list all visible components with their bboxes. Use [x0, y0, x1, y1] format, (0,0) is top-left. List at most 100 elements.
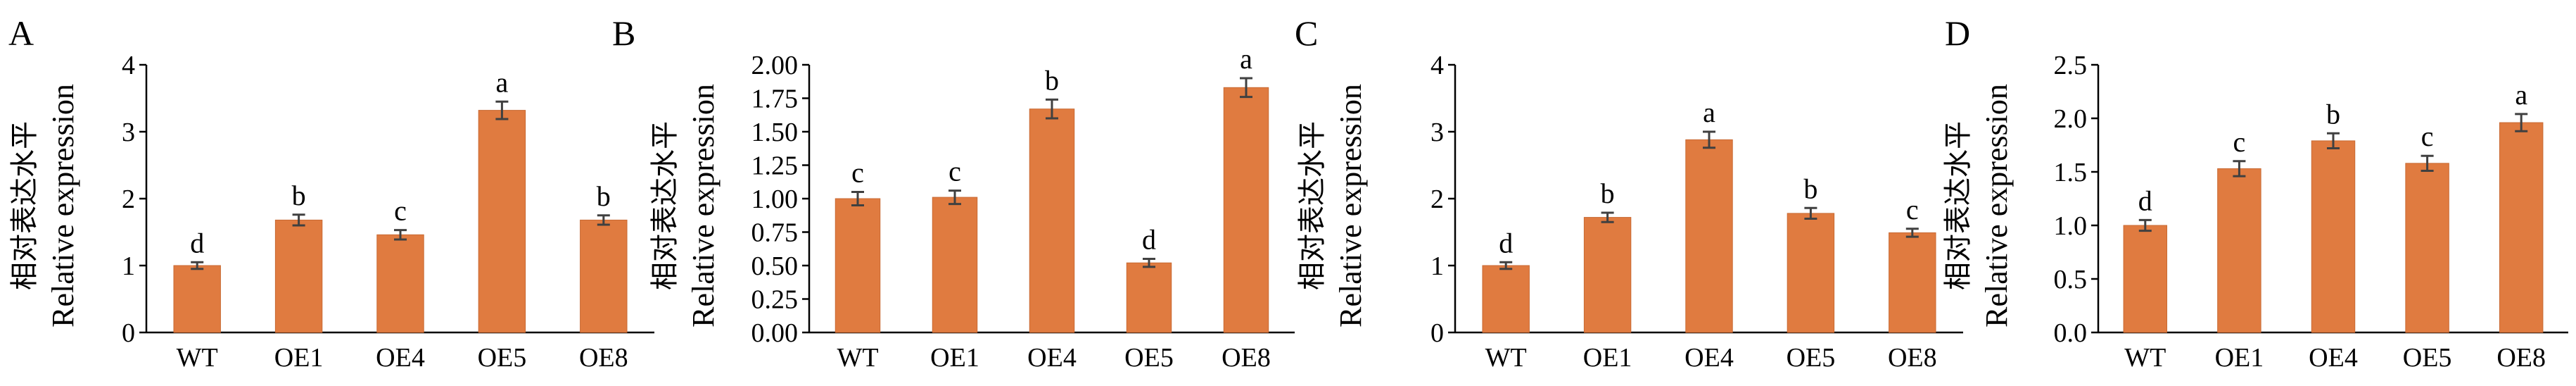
bar-oe4: [376, 234, 424, 333]
significance-label: b: [2326, 98, 2340, 130]
error-bar: [2420, 154, 2434, 172]
error-bar: [1905, 228, 1919, 238]
y-tick-label: 2: [1430, 185, 1444, 214]
bar-oe4: [1685, 139, 1733, 333]
significance-label: c: [851, 157, 864, 189]
y-axis-label: Relative expression: [46, 84, 80, 328]
x-tick-label: OE4: [1684, 343, 1734, 373]
y-axis-label-chinese: 相对表达水平: [8, 121, 41, 290]
error-bar: [2233, 160, 2246, 178]
x-tick-label: WT: [837, 343, 878, 373]
x-tick-label: OE4: [1027, 343, 1077, 373]
bar-oe8: [2499, 122, 2544, 333]
y-axis-label: Relative expression: [1333, 84, 1368, 328]
chart-panel-d: D 相对表达水平 Relative expression 0.0 0.5 1.0 1.5 2.…: [1942, 13, 2568, 373]
y-tick-label: 1: [1430, 251, 1444, 281]
bar-wt: [2123, 225, 2168, 333]
x-tick-label: OE5: [1787, 343, 1836, 373]
error-bar: [1804, 206, 1817, 220]
y-tick-label: 2: [122, 185, 135, 214]
x-tick-label: OE1: [274, 343, 324, 373]
bar-wt: [173, 265, 221, 333]
error-bar: [495, 100, 509, 120]
significance-label: a: [1703, 96, 1715, 128]
y-tick-label: 2.00: [751, 51, 799, 80]
y-tick-label: 2.0: [2054, 104, 2088, 134]
y-tick-label: 3: [122, 118, 135, 147]
y-tick-label: 0.75: [751, 218, 799, 248]
x-tick-label: OE1: [2215, 343, 2264, 373]
error-bar: [948, 189, 961, 206]
y-axis-label-chinese: 相对表达水平: [1942, 121, 1974, 290]
error-bar: [1046, 98, 1058, 120]
y-tick-label: 1.00: [751, 185, 799, 214]
bar-oe5: [1126, 262, 1172, 333]
x-tick-label: OE4: [376, 343, 425, 373]
bar-wt: [835, 198, 881, 333]
bar-oe1: [932, 197, 978, 333]
x-tick-label: WT: [2124, 343, 2166, 373]
x-tick-label: OE1: [1583, 343, 1632, 373]
y-tick-label: 0.00: [751, 318, 799, 348]
y-tick-label: 1.50: [751, 118, 799, 147]
significance-label: a: [496, 66, 509, 98]
significance-label: b: [1045, 64, 1059, 96]
error-bar: [1499, 261, 1513, 270]
error-bar: [1703, 130, 1715, 149]
x-tick-label: OE5: [2403, 343, 2452, 373]
chart-panel-a: A 相对表达水平 Relative expression 0 1 2 3 4 d WT b OE1 c O…: [8, 13, 654, 373]
error-bar: [851, 191, 864, 206]
y-tick-label: 1.5: [2054, 158, 2088, 187]
panel-letter: C: [1295, 13, 1318, 53]
significance-label: c: [1906, 194, 1919, 225]
significance-label: c: [948, 156, 961, 187]
x-tick-label: OE8: [2496, 343, 2546, 373]
significance-label: b: [1601, 178, 1615, 209]
significance-label: a: [1240, 43, 1252, 75]
y-tick-label: 1.25: [751, 151, 799, 181]
bar-oe5: [1787, 213, 1835, 333]
y-tick-label: 4: [1430, 51, 1444, 80]
error-bar: [597, 214, 610, 226]
significance-label: b: [292, 180, 306, 211]
x-tick-label: OE4: [2309, 343, 2358, 373]
y-tick-label: 0.50: [751, 251, 799, 281]
x-tick-label: WT: [177, 343, 218, 373]
x-tick-label: OE8: [1222, 343, 1271, 373]
x-tick-label: OE8: [1888, 343, 1937, 373]
x-tick-label: OE5: [478, 343, 527, 373]
y-tick-label: 0.5: [2054, 265, 2088, 294]
y-tick-label: 2.5: [2054, 51, 2088, 80]
significance-label: b: [597, 180, 611, 212]
y-axis-label: Relative expression: [686, 84, 721, 328]
x-tick-label: OE5: [1124, 343, 1174, 373]
significance-label: a: [2515, 79, 2527, 111]
y-tick-label: 4: [122, 51, 135, 80]
panel-letter: B: [612, 13, 635, 53]
error-bar: [191, 261, 204, 270]
bar-oe5: [2405, 163, 2449, 333]
y-axis-label-chinese: 相对表达水平: [1296, 121, 1328, 290]
bar-oe4: [1029, 108, 1075, 333]
error-bar: [1601, 211, 1614, 223]
chart-panel-c: C 相对表达水平 Relative expression 0 1 2 3 4 d WT b OE1 a O…: [1295, 13, 1963, 373]
bar-oe8: [1889, 232, 1936, 333]
bar-oe1: [2217, 168, 2261, 333]
bar-oe8: [1223, 87, 1269, 333]
chart-panel-b: B 相对表达水平 Relative expression 0.000.25 0.500.…: [612, 13, 1295, 373]
error-bar: [292, 213, 305, 227]
x-tick-label: OE1: [930, 343, 979, 373]
significance-label: d: [190, 227, 204, 259]
error-bar: [1240, 77, 1252, 99]
bar-oe5: [478, 110, 526, 333]
y-tick-label: 1: [122, 251, 135, 281]
y-tick-label: 0: [1430, 318, 1444, 348]
error-bar: [2138, 218, 2152, 232]
y-tick-label: 1.0: [2054, 211, 2088, 241]
significance-label: d: [2138, 185, 2152, 216]
bar-wt: [1482, 265, 1530, 333]
error-bar: [1143, 258, 1155, 268]
bar-oe1: [274, 219, 323, 333]
significance-label: d: [1499, 227, 1513, 259]
